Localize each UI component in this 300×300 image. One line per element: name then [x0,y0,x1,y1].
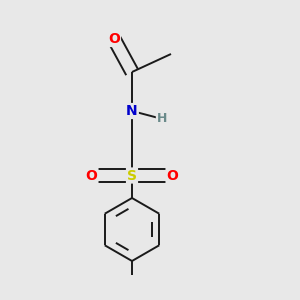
Text: O: O [85,169,98,182]
Text: O: O [108,32,120,46]
Text: O: O [167,169,178,182]
Text: H: H [157,112,167,125]
Text: S: S [127,169,137,182]
Text: N: N [126,104,138,118]
